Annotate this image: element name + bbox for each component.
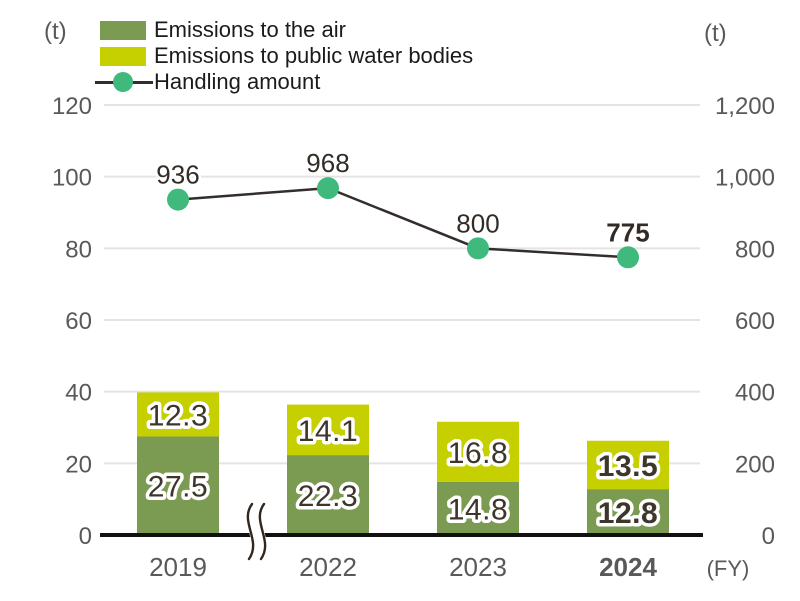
bar-segment-water: [437, 421, 519, 482]
bar-segment-water: [137, 392, 219, 437]
bar-value-label-air: 27.5: [148, 471, 208, 504]
y-axis-left-tick-label: 80: [65, 236, 92, 263]
left-axis-unit: (t): [44, 18, 67, 45]
legend-line-marker-icon: [95, 72, 153, 92]
y-axis-right-tick-label: 400: [735, 380, 775, 407]
bar-value-label-air-halo: 27.5: [148, 471, 208, 504]
legend-swatch-water-icon: [100, 46, 146, 66]
line-value-label-halo: 968: [306, 148, 349, 178]
bar-value-label-air: 14.8: [448, 493, 508, 526]
bar-value-label-air-halo: 14.8: [448, 493, 508, 526]
bar-segment-air: [437, 481, 519, 535]
line-point-marker: [167, 188, 189, 211]
bar-value-label-water: 13.5: [598, 450, 658, 483]
bar-value-label-air: 22.3: [298, 480, 358, 513]
bar-value-label-water-halo: 13.5: [598, 450, 658, 483]
line-value-label: 936: [156, 160, 199, 190]
y-axis-right-tick-label: 1,000: [715, 165, 775, 192]
bar-value-label-water: 12.3: [148, 399, 208, 432]
y-axis-right-tick-label: 1,200: [715, 93, 775, 120]
axis-break-mask: [246, 499, 267, 564]
x-axis-label: 2023: [449, 552, 507, 582]
bar-value-label-air: 12.8: [598, 497, 658, 530]
bar-value-label-air-halo: 22.3: [298, 480, 358, 513]
legend-item-air: Emissions to the air: [100, 18, 473, 42]
y-axis-right-tick-label: 200: [735, 451, 775, 478]
y-axis-left-tick-label: 40: [65, 380, 92, 407]
axis-break-icon: [258, 502, 267, 561]
legend-item-water: Emissions to public water bodies: [100, 44, 473, 68]
line-point-marker: [467, 237, 489, 260]
bar-segment-air: [137, 436, 219, 535]
y-axis-left-tick-label: 60: [65, 308, 92, 335]
handling-amount-line: [177, 186, 629, 259]
legend-item-handling: Handling amount: [95, 69, 473, 94]
x-axis-unit: (FY): [706, 556, 750, 581]
line-value-label: 968: [306, 148, 349, 178]
bar-value-label-water-halo: 16.8: [448, 437, 508, 470]
bar-segment-water: [587, 440, 669, 490]
y-axis-right-tick-label: 0: [762, 523, 775, 550]
bar-value-label-water: 16.8: [448, 437, 508, 470]
line-value-label: 800: [456, 208, 499, 238]
bar-segment-air: [287, 455, 369, 535]
line-point-marker: [617, 246, 639, 269]
right-axis-unit: (t): [704, 20, 727, 47]
bar-segment-air: [587, 489, 669, 535]
y-axis-left-tick-label: 120: [52, 93, 92, 120]
line-value-label-halo: 936: [156, 160, 199, 190]
legend-dot-icon: [113, 72, 133, 92]
x-axis-label: 2024: [599, 552, 657, 582]
y-axis-right-tick-label: 600: [735, 308, 775, 335]
bar-value-label-water-halo: 12.3: [148, 399, 208, 432]
y-axis-left-tick-label: 0: [79, 523, 92, 550]
legend-label-air: Emissions to the air: [154, 17, 346, 42]
y-axis-left-tick-label: 20: [65, 451, 92, 478]
legend-swatch-air-icon: [100, 20, 146, 40]
line-value-label-halo: 800: [456, 208, 499, 238]
legend-label-handling: Handling amount: [154, 69, 321, 94]
y-axis-right-tick-label: 800: [735, 236, 775, 263]
bar-value-label-water-halo: 14.1: [298, 415, 358, 448]
y-axis-left-tick-label: 100: [52, 165, 92, 192]
x-axis-label: 2019: [149, 552, 207, 582]
x-axis-label: 2022: [299, 552, 357, 582]
axis-break-icon: [246, 502, 255, 561]
bar-segment-water: [287, 404, 369, 456]
line-point-marker: [317, 177, 339, 200]
chart-legend: Emissions to the air Emissions to public…: [95, 18, 473, 94]
line-value-label-halo: 775: [606, 217, 649, 247]
bar-value-label-water: 14.1: [298, 415, 358, 448]
line-value-label: 775: [606, 217, 649, 247]
legend-label-water: Emissions to public water bodies: [154, 43, 474, 68]
bar-value-label-air-halo: 12.8: [598, 497, 658, 530]
